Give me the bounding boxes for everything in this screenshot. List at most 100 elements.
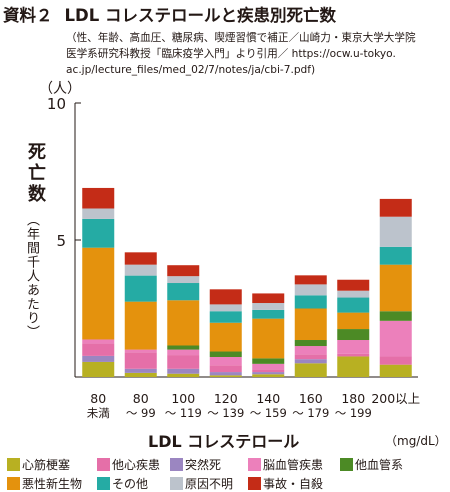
x-tick-label-sub: ～ 199 <box>335 406 372 420</box>
legend-item: 悪性新生物 <box>7 475 82 492</box>
bar-segment <box>252 318 285 359</box>
y-axis-label-sub: （年間千人あたり） <box>24 213 39 339</box>
bar-segment <box>337 353 370 357</box>
y-axis-label: 死亡数 （年間千人あたり） <box>22 142 50 339</box>
legend-label: 他心疾患 <box>112 458 161 472</box>
bar-segment <box>294 359 327 364</box>
y-axis-label-main: 死亡数 <box>25 142 46 205</box>
y-tick-label: 5 <box>56 232 66 250</box>
bar-segment <box>294 284 327 296</box>
bar-segment <box>379 216 412 247</box>
legend-swatch <box>7 477 20 490</box>
x-axis-unit: （mg/dL） <box>385 434 447 448</box>
legend-label: 悪性新生物 <box>22 477 83 491</box>
bar-segment <box>124 368 157 373</box>
bar-segment <box>209 375 242 377</box>
x-tick-label-sub: 未満 <box>87 406 110 420</box>
bar-segment <box>209 351 242 357</box>
legend-label: 原因不明 <box>185 477 234 491</box>
bar-segment <box>337 329 370 341</box>
bar-segment <box>82 339 115 344</box>
x-tick-label: 160 <box>299 391 323 406</box>
title-number: 資料２ <box>3 6 53 25</box>
legend-label: 脳血管疾患 <box>263 458 324 472</box>
x-tick-label: 180 <box>341 391 365 406</box>
x-tick-label-sub: ～ 119 <box>165 406 202 420</box>
legend-swatch <box>97 458 110 471</box>
bar-segment <box>209 304 242 312</box>
bar-segment <box>82 355 115 362</box>
bar-segment <box>124 372 157 377</box>
bar-segment <box>209 289 242 305</box>
bar-segment <box>82 343 115 356</box>
bar-segment <box>294 354 327 360</box>
bar-segment <box>82 361 115 377</box>
x-tick-label-sub: ～ 139 <box>207 406 244 420</box>
bar-segment <box>337 340 370 354</box>
x-tick-label-sub: ～ 159 <box>250 406 287 420</box>
bar-segment <box>294 346 327 355</box>
x-axis-title: LDL コレステロール <box>148 432 300 451</box>
bar-segment <box>124 349 157 353</box>
y-axis-unit: （人） <box>39 81 81 97</box>
legend-swatch <box>248 477 261 490</box>
legend-swatch <box>340 458 353 471</box>
bar-segment <box>209 372 242 376</box>
bar-segment <box>379 198 412 217</box>
bar-segment <box>124 275 157 302</box>
chart-title: 資料２ LDL コレステロールと疾患別死亡数 <box>3 2 336 26</box>
bar-segment <box>337 279 370 291</box>
x-tick-label-sub: ～ 179 <box>292 406 329 420</box>
x-tick-label: 120 <box>214 391 238 406</box>
bar-segment <box>82 218 115 248</box>
bar-segment <box>294 340 327 347</box>
bar-segment <box>167 355 200 369</box>
bar-segment <box>294 275 327 285</box>
source-note: （性、年齢、高血圧、糖尿病、喫煙習慣で補正／山崎力・東京大学大学院 医学系研究科… <box>66 30 450 78</box>
bar-segment <box>167 368 200 374</box>
bar-segment <box>167 349 200 356</box>
x-tick-label: 140 <box>256 391 280 406</box>
legend-item: その他 <box>97 475 148 492</box>
bar-segment <box>167 300 200 346</box>
x-tick-label: 80 <box>133 391 149 406</box>
title-text: LDL コレステロールと疾患別死亡数 <box>64 6 336 25</box>
source-note-line: 医学系研究科教授「臨床疫学入門」より引用／ https://ocw.u-toky… <box>66 48 396 60</box>
bar-segment <box>124 252 157 265</box>
bar-segment <box>294 363 327 377</box>
legend-label: その他 <box>112 477 149 491</box>
legend-item: 原因不明 <box>170 475 233 492</box>
legend-swatch <box>170 477 183 490</box>
x-tick-label: 80 <box>90 391 106 406</box>
legend-label: 突然死 <box>185 458 222 472</box>
source-note-line: （性、年齢、高血圧、糖尿病、喫煙習慣で補正／山崎力・東京大学大学院 <box>66 32 416 44</box>
bar-segment <box>379 364 412 377</box>
bar-segment <box>294 295 327 309</box>
bar-segment <box>379 311 412 321</box>
bar-segment <box>167 345 200 350</box>
bar-segment <box>379 356 412 365</box>
bar-segment <box>167 283 200 301</box>
legend-swatch <box>97 477 110 490</box>
bar-segment <box>124 264 157 276</box>
bar-segment <box>252 374 285 377</box>
legend-label: 他血管系 <box>355 458 404 472</box>
bar-segment <box>167 265 200 277</box>
bar-segment <box>337 297 370 313</box>
bar-segment <box>379 264 412 312</box>
source-note-line: ac.jp/lecture_files/med_02/7/notes/ja/cb… <box>66 64 316 76</box>
legend-item: 突然死 <box>170 456 221 473</box>
bar-segment <box>252 369 285 373</box>
x-tick-label: 100 <box>171 391 195 406</box>
legend-item: 事故・自殺 <box>248 475 323 492</box>
legend-swatch <box>170 458 183 471</box>
bar-segment <box>294 308 327 341</box>
bar-segment <box>337 290 370 298</box>
legend-label: 事故・自殺 <box>263 477 324 491</box>
bar-segment <box>252 293 285 304</box>
legend-swatch <box>7 458 20 471</box>
bar-segment <box>252 363 285 370</box>
bar-segment <box>167 276 200 284</box>
bar-segment <box>209 356 242 366</box>
